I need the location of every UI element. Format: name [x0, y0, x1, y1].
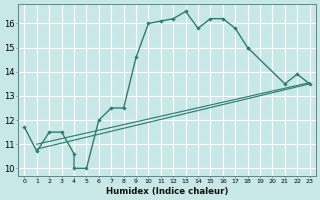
X-axis label: Humidex (Indice chaleur): Humidex (Indice chaleur)	[106, 187, 228, 196]
